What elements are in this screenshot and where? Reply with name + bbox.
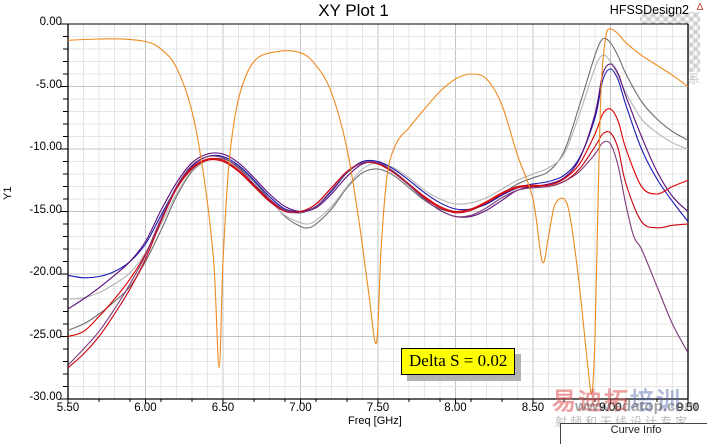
x-axis-label: Freq [GHz] — [348, 415, 402, 427]
y-tick-label: 0.00 — [39, 16, 62, 28]
x-tick-label: 7.50 — [366, 402, 390, 414]
y-tick-label: -10.00 — [29, 141, 62, 153]
url-watermark: www.edatop.com — [575, 398, 698, 415]
x-tick-label: 5.50 — [56, 402, 80, 414]
curve-info-panel[interactable]: Curve Info — [560, 423, 707, 444]
brand-watermark-blue: 培训 — [630, 388, 682, 415]
x-tick-label: 7.00 — [289, 402, 312, 414]
x-tick-label: 9.00 — [599, 402, 622, 414]
y-tick-label: -20.00 — [29, 266, 62, 278]
delta-s-annotation[interactable]: Delta S = 0.02 — [401, 348, 516, 375]
curve-gray-dark[interactable] — [68, 37, 688, 331]
x-tick-label: 8.50 — [521, 402, 545, 414]
y-tick-label: -5.00 — [35, 78, 62, 91]
y-tick-label: -15.00 — [29, 203, 62, 216]
ansys-logo-icon: ∆ — [696, 2, 703, 13]
brand-watermark-red: 易迪拓 — [552, 388, 630, 415]
curve-orange[interactable] — [68, 28, 688, 394]
x-tick-label: 6.50 — [211, 402, 235, 414]
y-tick-label: -30.00 — [29, 391, 62, 403]
curve-plum[interactable] — [68, 140, 688, 366]
x-tick-label: 9.50 — [676, 402, 700, 414]
plot-canvas[interactable] — [0, 0, 707, 433]
y-axis-label: Y1 — [2, 186, 14, 200]
y-tick-label: -25.00 — [29, 328, 62, 341]
x-tick-label: 6.00 — [134, 402, 157, 414]
design-name: HFSSDesign2 — [609, 3, 689, 17]
brand-watermark: 易迪拓培训 — [552, 381, 682, 416]
curve-red-2[interactable] — [68, 130, 688, 369]
plot-title: XY Plot 1 — [318, 1, 389, 20]
curves — [68, 28, 688, 394]
x-tick-label: 8.00 — [444, 402, 467, 414]
